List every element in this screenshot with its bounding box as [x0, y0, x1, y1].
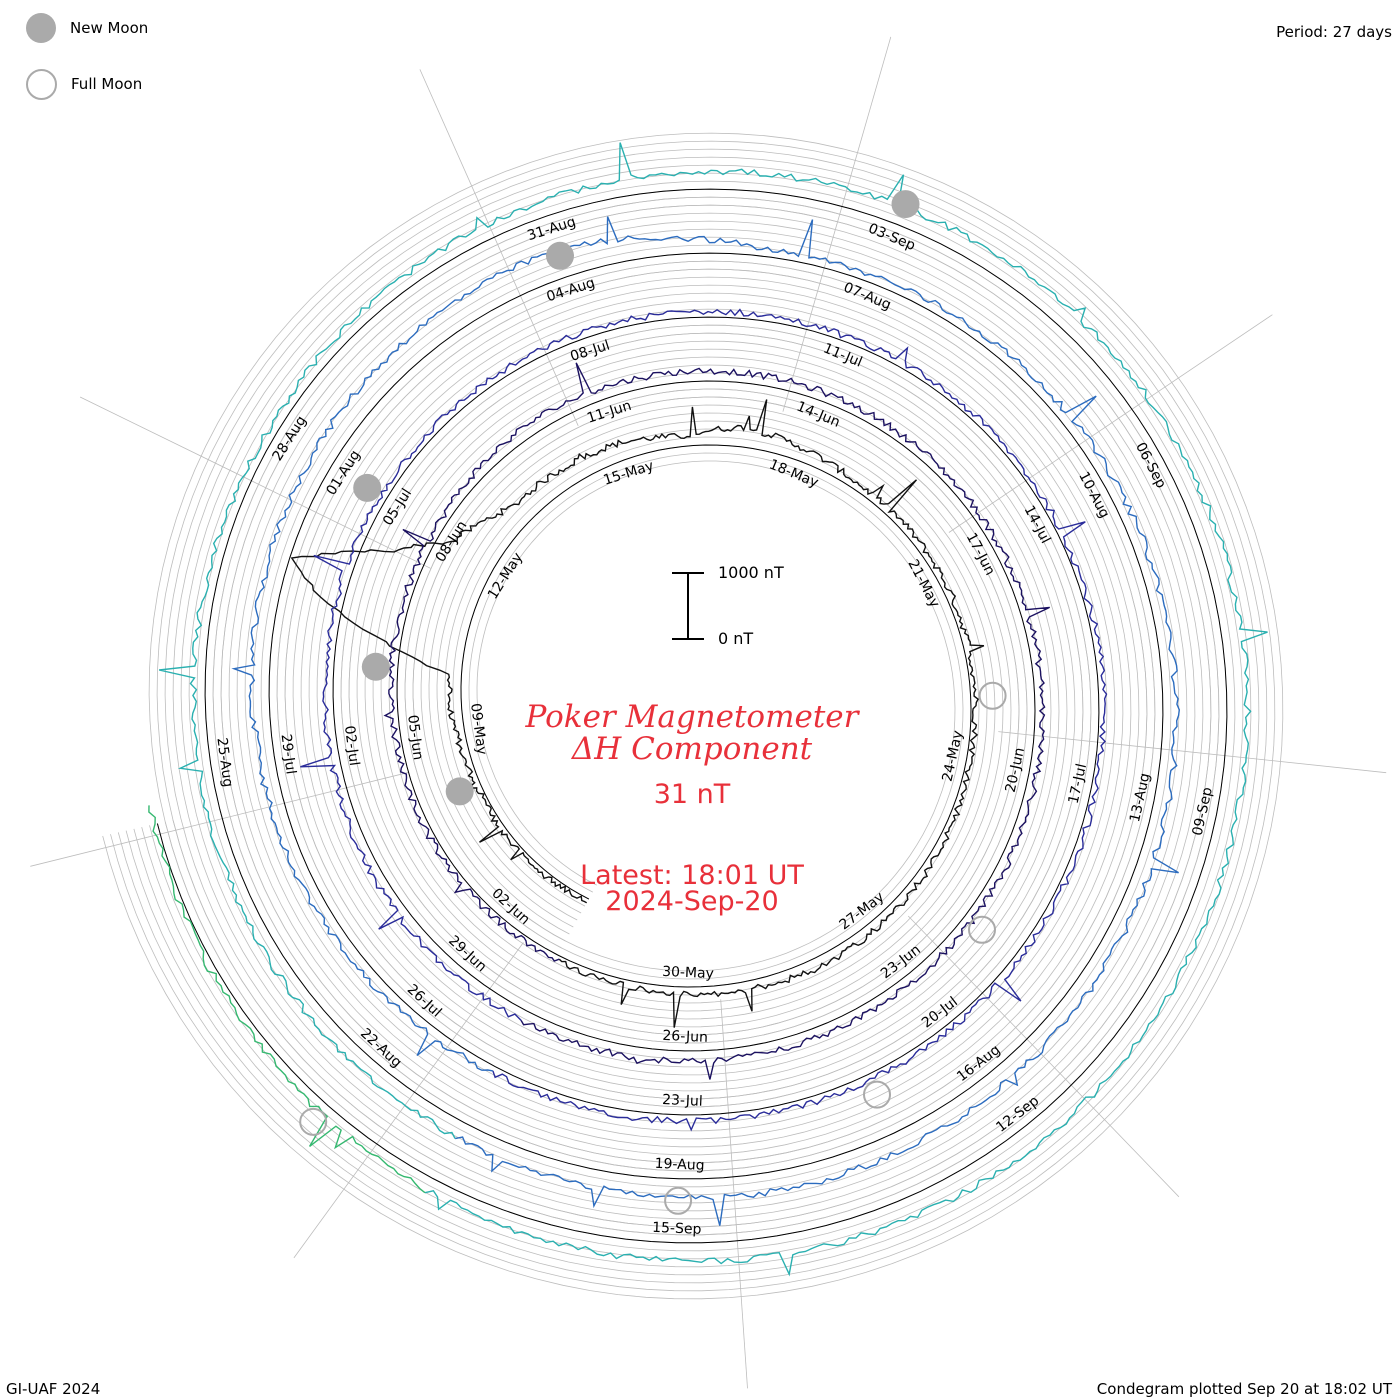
new-moon-marker — [546, 241, 574, 270]
trace-segment — [158, 142, 1268, 1277]
legend-full-moon: Full Moon — [26, 68, 142, 100]
date-label: 16-Aug — [954, 1042, 1003, 1085]
date-label: 25-Aug — [213, 737, 235, 789]
date-label: 08-Jun — [433, 518, 471, 565]
trace-segment — [300, 308, 1108, 1132]
scale-bar-bottom-label: 0 nT — [718, 629, 753, 648]
full-moon-marker — [968, 915, 996, 944]
sector-line — [293, 942, 524, 1259]
date-label: 22-Aug — [357, 1025, 405, 1071]
full-moon-icon — [26, 68, 57, 100]
trace-segment — [383, 362, 1050, 1080]
date-label: 26-Jun — [662, 1028, 708, 1046]
sector-line — [948, 314, 1273, 533]
date-label: 15-May — [601, 458, 655, 489]
trace-segment — [290, 399, 985, 1028]
grid-ring — [133, 164, 1252, 1268]
date-label: 30-May — [662, 964, 714, 982]
legend-new-moon-label: New Moon — [70, 19, 149, 37]
credit-label: GI-UAF 2024 — [6, 1380, 101, 1398]
sector-line — [79, 396, 431, 569]
chart-title-line2: ΔH Component — [571, 731, 813, 767]
full-moon-marker — [299, 1107, 328, 1136]
date-label: 07-Aug — [841, 280, 893, 314]
moon-markers — [299, 190, 1007, 1215]
zero-baseline — [156, 188, 1228, 1244]
legend-new-moon: New Moon — [26, 12, 148, 44]
new-moon-marker — [445, 777, 474, 806]
date-label: 10-Aug — [1075, 469, 1112, 521]
sector-line — [907, 915, 1180, 1198]
data-traces — [148, 142, 1268, 1277]
chart-title-line1: Poker Magnetometer — [525, 699, 859, 735]
trace-segment — [231, 216, 1181, 1226]
sector-line — [419, 69, 579, 426]
grid-ring — [117, 148, 1268, 1284]
new-moon-marker — [361, 652, 390, 681]
grid-ring — [149, 180, 1236, 1252]
sector-line — [720, 999, 748, 1389]
date-label: 11-Jun — [585, 398, 633, 427]
date-label: 15-Sep — [652, 1220, 702, 1238]
new-moon-marker — [891, 190, 920, 219]
full-moon-marker — [664, 1186, 693, 1215]
trace-segment — [148, 805, 426, 1194]
new-moon-marker — [353, 473, 382, 502]
full-moon-marker — [978, 681, 1007, 710]
full-moon-marker — [863, 1080, 891, 1109]
plot-time-label: Condegram plotted Sep 20 at 18:02 UT — [1096, 1380, 1392, 1398]
date-label: 13-Aug — [1127, 772, 1153, 824]
date-label: 21-May — [904, 557, 942, 610]
date-label: 23-Jul — [662, 1092, 703, 1110]
period-label: Period: 27 days — [1276, 23, 1392, 41]
scale-bar-top-label: 1000 nT — [718, 563, 784, 582]
grid-ring — [125, 156, 1260, 1276]
date-label: 17-Jul — [1066, 762, 1090, 805]
current-value: 31 nT — [653, 779, 731, 810]
grid-ring — [141, 172, 1244, 1260]
date-label: 19-Aug — [654, 1156, 705, 1174]
sector-line — [998, 731, 1387, 774]
latest-date: 2024-Sep-20 — [605, 886, 779, 917]
date-label: 09-May — [467, 702, 490, 755]
legend-full-moon-label: Full Moon — [71, 75, 143, 93]
date-label: 03-Sep — [866, 220, 918, 254]
latest-time: Latest: 18:01 UT — [580, 860, 804, 891]
date-label: 28-Aug — [270, 413, 310, 464]
date-label: 14-Jun — [794, 399, 842, 431]
date-label: 05-Jun — [404, 714, 426, 761]
grid-ring — [102, 132, 1284, 1300]
grid-ring — [110, 140, 1276, 1292]
date-label: 06-Sep — [1132, 440, 1169, 491]
date-label: 02-Jul — [341, 725, 362, 767]
sector-line — [782, 36, 892, 412]
sector-line — [30, 771, 409, 867]
scale-bar: 1000 nT 0 nT — [672, 563, 784, 648]
date-label: 18-May — [767, 456, 821, 491]
new-moon-icon — [26, 13, 56, 43]
date-label: 09-Sep — [1190, 786, 1216, 838]
date-label: 29-Jul — [278, 733, 299, 775]
